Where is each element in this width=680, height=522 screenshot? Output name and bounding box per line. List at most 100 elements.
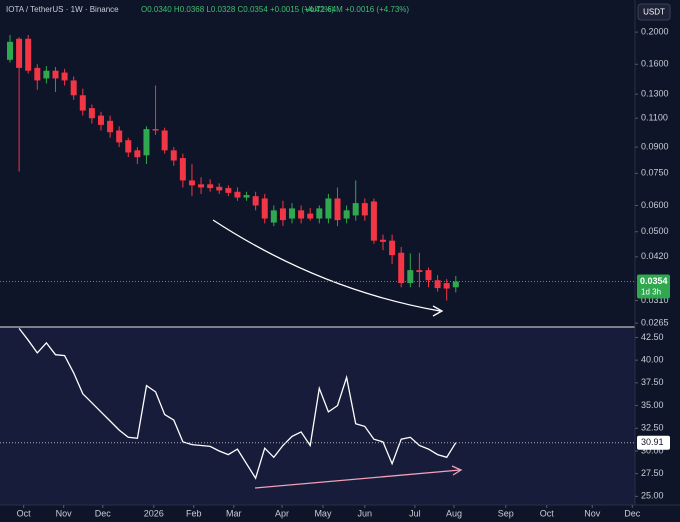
candle-body <box>352 203 359 216</box>
candle-body <box>70 80 77 96</box>
candle-body <box>380 239 387 242</box>
candle-body <box>270 210 277 223</box>
x-tick-label: Jun <box>358 508 373 518</box>
volume: Vol71.64M +0.0016 (+4.73%) <box>305 5 409 14</box>
candle-body <box>207 184 214 189</box>
y-tick-label: 0.0600 <box>641 200 669 210</box>
y-tick-label: 42.50 <box>641 332 664 342</box>
x-tick-label: Nov <box>56 508 73 518</box>
ohlc: O0.0340 H0.0368 L0.0328 C0.0354 +0.0015 … <box>141 5 334 14</box>
candle-body <box>279 208 286 221</box>
candle-body <box>425 270 432 281</box>
y-tick-label: 30.00 <box>641 445 664 455</box>
candle-body <box>407 270 414 284</box>
x-tick-label: 2026 <box>144 508 164 518</box>
last-price-tag <box>637 274 670 299</box>
candle-body <box>179 158 186 181</box>
y-tick-label: 40.00 <box>641 355 664 365</box>
candle-body <box>216 186 223 191</box>
rsi-panel <box>0 327 635 505</box>
candle-body <box>198 184 205 188</box>
x-tick-label: Feb <box>186 508 202 518</box>
candle-body <box>61 72 68 81</box>
y-tick-label: 0.1300 <box>641 89 669 99</box>
candle-body <box>370 201 377 241</box>
candle-body <box>252 196 259 206</box>
x-tick-label: Nov <box>584 508 601 518</box>
symbol: IOTA / TetherUS · 1W · Binance <box>6 5 119 14</box>
candle-body <box>134 150 141 158</box>
candle-body <box>434 280 441 289</box>
candle-body <box>298 210 305 219</box>
candle-body <box>325 198 332 219</box>
x-tick-label: Aug <box>446 508 462 518</box>
candle-body <box>161 130 168 151</box>
candle-body <box>152 129 159 131</box>
trend-arrow-head <box>432 305 444 317</box>
countdown: 1d 3h <box>641 288 661 297</box>
y-tick-label: 0.1100 <box>641 113 668 123</box>
last-value-tag <box>637 435 670 450</box>
candle-body <box>116 130 123 143</box>
y-tick-label: 0.0500 <box>641 226 669 236</box>
candle-body <box>343 210 350 219</box>
candle-body <box>107 120 114 133</box>
candle-body <box>234 191 241 198</box>
candle-body <box>398 252 405 284</box>
y-tick-label: 27.50 <box>641 468 664 478</box>
candle-body <box>188 180 195 186</box>
candle-body <box>416 270 423 273</box>
y-tick-label: 0.0750 <box>641 168 669 178</box>
candle-body <box>125 140 132 153</box>
candle-body <box>25 38 32 71</box>
trend-arrow <box>212 219 441 312</box>
x-tick-label: Oct <box>17 508 32 518</box>
candle-body <box>443 283 450 289</box>
y-tick-label: 37.50 <box>641 377 664 387</box>
x-tick-label: Sep <box>498 508 514 518</box>
last-value: 30.91 <box>641 437 664 447</box>
y-tick-label: 35.00 <box>641 400 664 410</box>
y-tick-label: 25.00 <box>641 491 664 501</box>
candle-body <box>79 95 86 111</box>
y-tick-label: 0.0900 <box>641 141 669 151</box>
x-tick-label: Apr <box>275 508 289 518</box>
candle-body <box>225 188 232 193</box>
candle-body <box>97 115 104 125</box>
candle-body <box>88 108 95 119</box>
last-price: 0.0354 <box>640 276 668 286</box>
candle-body <box>452 281 459 288</box>
y-tick-label: 0.2000 <box>641 27 669 37</box>
candle-body <box>289 208 296 219</box>
rsi-line <box>18 328 457 480</box>
candle-body <box>143 129 150 156</box>
candle-body <box>307 213 314 219</box>
x-tick-label: Jul <box>409 508 421 518</box>
x-tick-label: Dec <box>95 508 112 518</box>
candle-body <box>243 195 250 198</box>
y-tick-label: 0.0420 <box>641 251 669 261</box>
candle-body <box>334 198 341 221</box>
x-tick-label: Mar <box>226 508 242 518</box>
x-tick-label: Oct <box>540 508 555 518</box>
y-tick-label: 0.0310 <box>641 295 669 305</box>
currency-button[interactable] <box>637 3 671 21</box>
y-tick-label: 32.50 <box>641 423 664 433</box>
divergence-arrow <box>254 469 461 489</box>
candle-body <box>34 67 41 81</box>
y-tick-label: 0.1600 <box>641 59 669 69</box>
x-tick-label: May <box>314 508 332 518</box>
y-tick-label: 0.0265 <box>641 318 669 328</box>
candle-body <box>7 41 14 60</box>
candle-body <box>43 70 50 79</box>
currency[interactable]: USDT <box>643 8 665 17</box>
candle-body <box>361 203 368 216</box>
candle-body <box>316 208 323 219</box>
candle-body <box>261 198 268 219</box>
candle-body <box>52 70 59 79</box>
divergence-arrow-head <box>451 465 463 476</box>
candle-body <box>389 240 396 256</box>
candle-body <box>170 150 177 161</box>
x-tick-label: Dec <box>624 508 641 518</box>
